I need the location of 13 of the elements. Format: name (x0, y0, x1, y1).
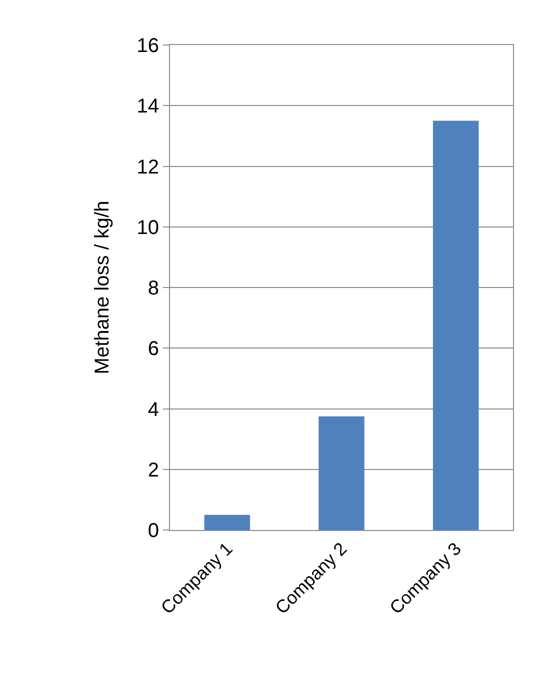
bar (432, 120, 479, 530)
y-tick-label: 8 (148, 278, 159, 300)
y-axis-title: Methane loss / kg/h (91, 200, 114, 374)
bar (318, 416, 364, 530)
y-tick-label: 10 (136, 216, 159, 239)
y-tick-label: 0 (148, 520, 159, 542)
y-tick-label: 12 (136, 156, 159, 178)
bar (204, 514, 250, 530)
y-tick-label: 14 (136, 96, 159, 118)
y-tick-label: 6 (148, 338, 159, 360)
y-tick-label: 2 (148, 459, 159, 482)
y-tick-label: 16 (136, 35, 159, 57)
y-tick-label: 4 (148, 398, 159, 421)
